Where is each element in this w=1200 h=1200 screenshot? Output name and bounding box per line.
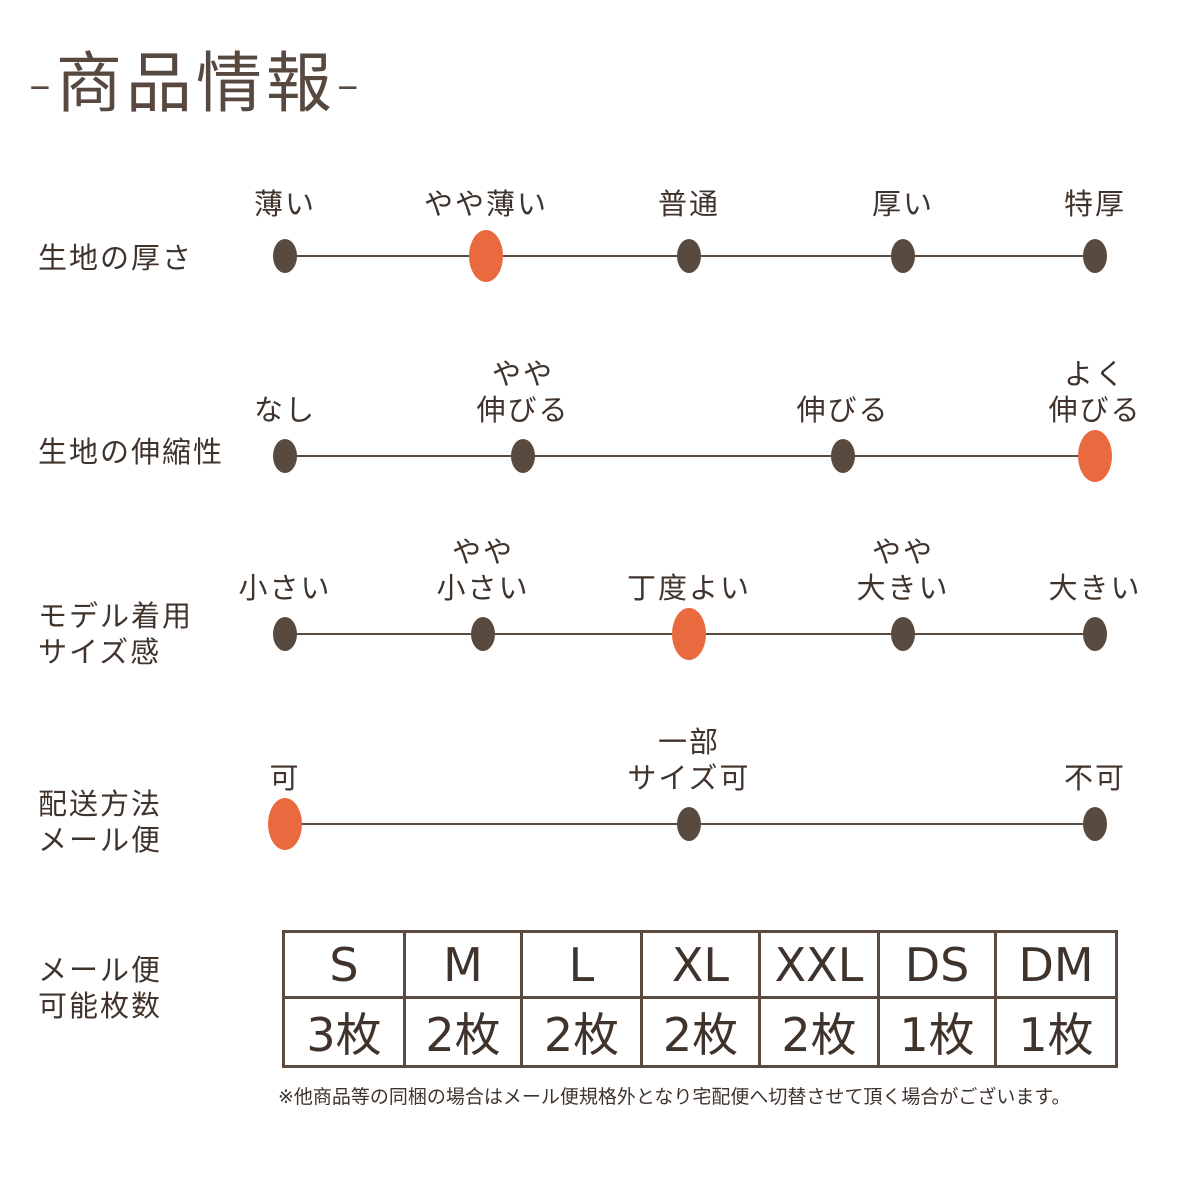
scale-dot — [273, 239, 297, 273]
count-cell: 1枚 — [994, 996, 1118, 1068]
scale-dot — [471, 617, 495, 651]
scale-label: モデル着用 サイズ感 — [38, 598, 193, 670]
mail-count-table: S M L XL XXL DS DM 3枚 2枚 2枚 2枚 2枚 1枚 1枚 — [282, 930, 1118, 1068]
scale-line — [285, 455, 1095, 457]
size-cell: M — [403, 930, 523, 999]
size-cell: DS — [877, 930, 997, 999]
option-line: 伸びる — [796, 393, 890, 427]
scale-dot — [891, 617, 915, 651]
scale-label: 生地の伸縮性 — [38, 434, 224, 470]
option-line: 伸びる — [1048, 393, 1142, 427]
size-cell: XXL — [758, 930, 880, 999]
scale-option-label: やや 小さい — [436, 534, 529, 606]
option-line: なし — [253, 393, 317, 427]
option-line: 大きい — [1048, 571, 1142, 605]
footnote: ※他商品等の同梱の場合はメール便規格外となり宅配便へ切替させて頂く場合がございま… — [278, 1086, 1071, 1108]
page-title: -商品情報- — [28, 45, 364, 122]
scale-option-label: 可 — [269, 760, 300, 796]
label-line: 可能枚数 — [38, 989, 163, 1023]
selected-dot — [672, 608, 706, 660]
scale-option-label: 厚い — [872, 186, 934, 222]
option-line: 大きい — [856, 571, 950, 605]
label-line: サイズ感 — [38, 635, 162, 669]
selected-dot — [1078, 430, 1112, 482]
scale-dot — [677, 807, 701, 841]
scale-option-label: よく 伸びる — [1048, 356, 1141, 428]
size-cell: L — [520, 930, 643, 999]
count-cell: 3枚 — [282, 996, 406, 1068]
scale-option-label: やや 大きい — [856, 534, 949, 606]
option-line: 小さい — [238, 571, 332, 605]
count-cell: 2枚 — [640, 996, 761, 1068]
option-line: 特厚 — [1063, 187, 1127, 221]
size-cell: XL — [640, 930, 761, 999]
option-line: やや — [491, 357, 555, 391]
label-line: メール便 — [38, 823, 163, 857]
option-line: 一部 — [657, 725, 721, 759]
scale-option-label: 丁度よい — [627, 570, 751, 606]
scale-dot — [1083, 807, 1107, 841]
scale-option-label: 伸びる — [796, 392, 889, 428]
selected-dot — [469, 230, 503, 282]
option-line: 可 — [269, 761, 301, 795]
scale-dot — [831, 439, 855, 473]
scale-option-label: 不可 — [1064, 760, 1126, 796]
option-line: 普通 — [657, 187, 721, 221]
scale-option-label: 小さい — [238, 570, 331, 606]
selected-dot — [268, 798, 302, 850]
scale-dot — [891, 239, 915, 273]
count-cell: 2枚 — [758, 996, 880, 1068]
scale-dot — [677, 239, 701, 273]
counts-row: 3枚 2枚 2枚 2枚 2枚 1枚 1枚 — [282, 996, 1118, 1068]
option-line: 小さい — [436, 571, 530, 605]
sizes-row: S M L XL XXL DS DM — [282, 930, 1118, 999]
scale-label: 生地の厚さ — [38, 240, 193, 276]
label-line: 配送方法 — [38, 787, 163, 821]
option-line: 厚い — [871, 187, 935, 221]
size-cell: S — [282, 930, 406, 999]
option-line: サイズ可 — [627, 761, 751, 795]
scale-option-label: やや 伸びる — [476, 356, 569, 428]
scale-option-label: 一部 サイズ可 — [627, 724, 750, 796]
scale-option-label: 普通 — [658, 186, 720, 222]
scale-option-label: 薄い — [254, 186, 316, 222]
option-line: 伸びる — [476, 393, 570, 427]
scale-option-label: なし — [254, 392, 316, 428]
mail-count-label: メール便 可能枚数 — [38, 952, 162, 1024]
option-line: 不可 — [1063, 761, 1127, 795]
label-line: メール便 — [38, 953, 163, 987]
option-line: やや — [871, 535, 935, 569]
scale-label: 配送方法 メール便 — [38, 786, 162, 858]
scale-dot — [273, 617, 297, 651]
option-line: やや — [451, 535, 515, 569]
option-line: やや薄い — [423, 187, 549, 221]
option-line: よく — [1063, 357, 1127, 391]
scale-dot — [273, 439, 297, 473]
label-line: 生地の厚さ — [38, 241, 194, 275]
scale-dot — [511, 439, 535, 473]
option-line: 薄い — [253, 187, 317, 221]
scale-option-label: 大きい — [1048, 570, 1141, 606]
option-line: 丁度よい — [626, 571, 752, 605]
count-cell: 2枚 — [520, 996, 643, 1068]
label-line: モデル着用 — [38, 599, 194, 633]
scale-option-label: 特厚 — [1064, 186, 1126, 222]
scale-option-label: やや薄い — [424, 186, 548, 222]
count-cell: 1枚 — [877, 996, 997, 1068]
size-cell: DM — [994, 930, 1118, 999]
count-cell: 2枚 — [403, 996, 523, 1068]
scale-dot — [1083, 239, 1107, 273]
label-line: 生地の伸縮性 — [38, 435, 225, 469]
scale-dot — [1083, 617, 1107, 651]
